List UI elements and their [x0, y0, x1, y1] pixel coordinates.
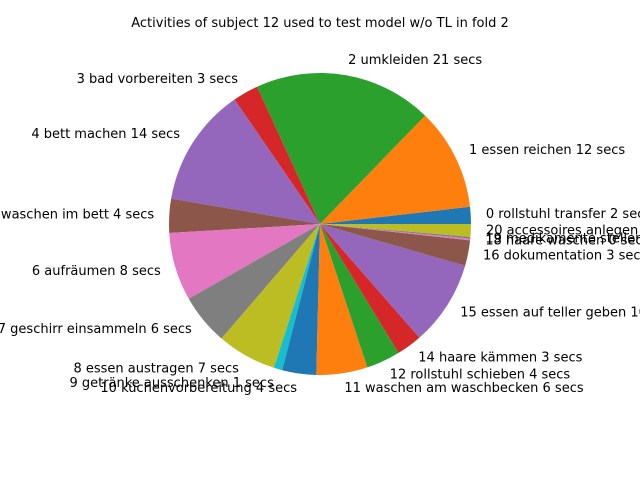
slice-label: 1 essen reichen 12 secs [469, 143, 625, 158]
pie-slice [320, 224, 471, 239]
pie-slice [221, 224, 320, 368]
slice-label: 14 haare kämmen 3 secs [418, 350, 582, 365]
chart-title: Activities of subject 12 used to test mo… [131, 16, 509, 31]
slice-label: 12 rollstuhl schieben 4 secs [390, 367, 571, 382]
pie-slice [234, 86, 320, 224]
slice-label: 8 essen austragen 7 secs [73, 361, 239, 376]
pie-slice [320, 224, 471, 237]
slice-label: 0 rollstuhl transfer 2 secs [486, 207, 640, 222]
slice-label: 2 umkleiden 21 secs [348, 53, 482, 68]
slice-label: 3 bad vorbereiten 3 secs [77, 72, 239, 87]
pie-slice [320, 224, 471, 241]
pie-slice [257, 72, 426, 224]
slice-label: 19 medikamente stellen 0 secs [485, 232, 640, 247]
pie-slice [273, 224, 320, 371]
pie-slice [320, 224, 399, 368]
pie-slice [320, 224, 466, 338]
slice-label: 10 küchenvorbereitung 4 secs [100, 381, 297, 396]
slice-label: 9 getränke ausschenken 1 secs [69, 376, 274, 391]
pie-slice [282, 224, 320, 375]
pie-slice [188, 224, 320, 339]
pie-slice [320, 206, 471, 224]
pie-slice [320, 115, 471, 224]
pie-slice [168, 198, 320, 234]
slice-label: 18 haare waschen 0 secs [485, 234, 640, 249]
pie-slice [320, 224, 420, 353]
slice-label: 20 accessoires anlegen 1 secs [486, 224, 640, 239]
slice-label: 4 bett machen 14 secs [31, 127, 180, 142]
pie-slice [316, 224, 368, 375]
slice-label: 7 geschirr einsammeln 6 secs [0, 322, 192, 337]
slice-label: 16 dokumentation 3 secs [483, 249, 640, 264]
pie-slices [168, 72, 471, 375]
pie-slice [320, 224, 471, 266]
slice-label: 11 waschen am waschbecken 6 secs [344, 381, 583, 396]
slice-label: 15 essen auf teller geben 10 secs [460, 306, 640, 321]
slice-label: 5 waschen im bett 4 secs [0, 207, 154, 222]
pie-slice [171, 99, 320, 224]
pie-slice [169, 224, 320, 299]
slice-label: 6 aufräumen 8 secs [32, 264, 161, 279]
pie-labels: 0 rollstuhl transfer 2 secs 1 essen reich… [0, 53, 640, 396]
